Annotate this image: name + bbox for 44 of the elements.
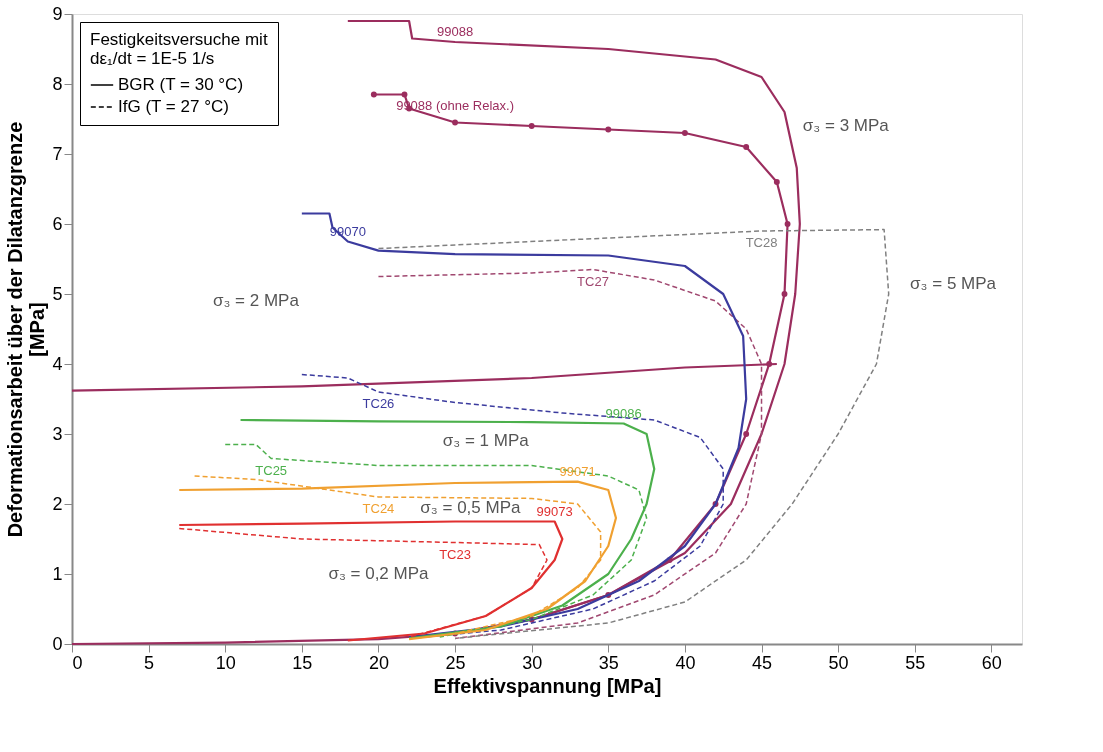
series-label: 99086 (605, 405, 642, 421)
legend-title: Festigkeitsversuche mit dε₁/dt = 1E-5 1/s (90, 30, 268, 68)
series-label: TC26 (362, 396, 395, 411)
y-axis-title: Deformationsarbeit über der Dilatanzgrenze [MPa] (4, 121, 49, 538)
y-tick-label: 3 (52, 423, 63, 444)
x-tick-label: 25 (445, 652, 466, 673)
annotation: IfG (T = 27 °C) (118, 97, 229, 116)
series-label: TC27 (577, 273, 609, 289)
annotation: BGR (T = 30 °C) (118, 75, 244, 94)
y-tick-label: 1 (52, 563, 63, 584)
annotation: σ₃ = 0,5 MPa (420, 497, 521, 517)
annotation: σ₃ = 0,2 MPa (328, 564, 430, 583)
x-tick-label: 5 (144, 652, 155, 673)
x-axis-title: Effektivspannung [MPa] (433, 674, 662, 697)
y-tick-label: 0 (52, 633, 63, 654)
annotation: σ₃ = 3 MPa (802, 116, 890, 135)
x-tick-label: 45 (752, 652, 773, 673)
x-tick-label: 15 (292, 652, 313, 673)
y-tick-label: 6 (52, 213, 63, 234)
series-label: TC28 (745, 235, 778, 250)
series-label: TC25 (255, 462, 288, 478)
x-tick-label: 55 (905, 652, 926, 673)
x-tick-label: 50 (828, 652, 849, 673)
x-tick-label: 20 (368, 652, 389, 673)
x-tick-label: 0 (72, 652, 83, 673)
x-tick-label: 30 (522, 652, 543, 673)
series-label: 99088 (436, 24, 474, 39)
x-tick-label: 60 (981, 652, 1002, 673)
annotation: σ₃ = 5 MPa (910, 273, 997, 293)
x-tick-label: 40 (675, 652, 696, 673)
y-tick-label: 8 (52, 73, 63, 94)
series-label: TC23 (439, 546, 471, 562)
y-tick-label: 5 (52, 283, 63, 304)
series-label: TC24 (362, 501, 395, 516)
y-tick-label: 2 (52, 493, 63, 514)
annotation: σ₃ = 1 MPa (442, 431, 530, 450)
y-tick-label: 7 (52, 143, 63, 164)
y-tick-label: 4 (52, 353, 63, 374)
x-tick-label: 35 (598, 652, 619, 673)
annotation: σ₃ = 2 MPa (212, 291, 300, 310)
x-tick-label: 10 (215, 652, 236, 673)
y-tick-label: 9 (52, 3, 63, 24)
series-label: 99071 (559, 463, 596, 479)
series-label: 99073 (536, 503, 573, 519)
